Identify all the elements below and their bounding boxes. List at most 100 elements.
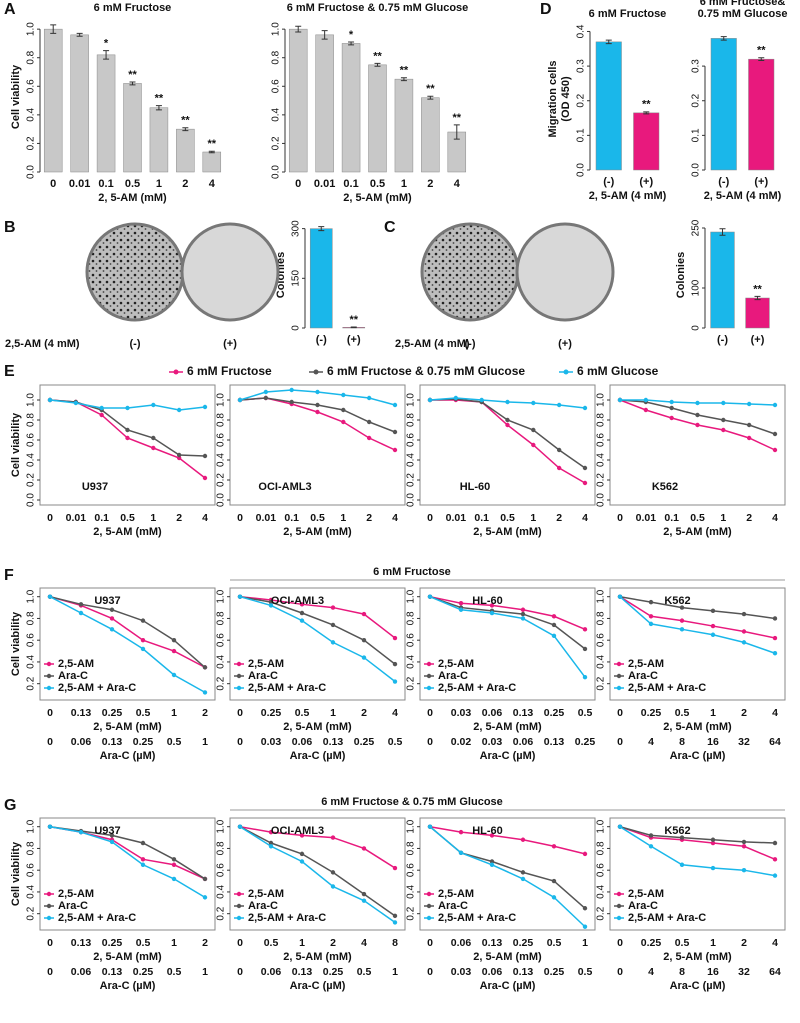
x-tick-label: (-) xyxy=(718,176,729,188)
point xyxy=(268,603,274,608)
point xyxy=(551,633,557,639)
panel-letter: F xyxy=(4,567,14,584)
point xyxy=(330,870,336,875)
y-tick-label: 0.4 xyxy=(406,655,417,669)
x2-tick-label: 0.5 xyxy=(578,966,593,978)
point xyxy=(489,603,495,608)
x2-tick-label: 32 xyxy=(738,966,750,978)
x2-tick-label: 0 xyxy=(617,736,623,748)
x2-tick-label: 8 xyxy=(679,966,685,978)
x-tick-label: 0.06 xyxy=(482,707,503,719)
x2-tick-label: 0.25 xyxy=(323,966,344,978)
legend-label: 2,5-AM + Ara-C xyxy=(628,912,706,924)
chart-title: 6 mM Fructose& xyxy=(700,0,786,8)
y-tick-label: 0.2 xyxy=(216,906,227,920)
legend-label: 2,5-AM + Ara-C xyxy=(628,682,706,694)
x-tick-label: 1 xyxy=(720,512,726,524)
point xyxy=(648,614,654,619)
x-tick-label: 1 xyxy=(299,937,305,949)
x2-tick-label: 0.5 xyxy=(167,736,182,748)
point xyxy=(505,399,510,405)
x-tick-label: 0.1 xyxy=(284,512,299,524)
x-tick-label: 0.5 xyxy=(500,512,515,524)
x-tick-label: 0 xyxy=(47,707,53,719)
series-line xyxy=(619,826,776,877)
y-tick-label: 0.2 xyxy=(596,906,607,920)
legend-label: 2,5-AM xyxy=(438,888,474,900)
x-tick-label: 4 xyxy=(582,512,588,524)
x-axis-label: 2, 5-AM (mM) xyxy=(473,951,542,963)
point xyxy=(140,646,146,652)
y-tick-label: 0.2 xyxy=(26,906,37,920)
y-tick-label: 0 xyxy=(691,325,702,331)
point xyxy=(556,402,562,408)
x2-tick-label: 0.25 xyxy=(354,736,375,748)
series-line xyxy=(239,595,396,665)
point xyxy=(531,427,536,433)
x2-tick-label: 8 xyxy=(679,736,685,748)
legend-marker xyxy=(236,891,242,897)
y-tick-label: 0.8 xyxy=(26,50,37,64)
x2-tick-label: 0.06 xyxy=(71,736,92,748)
point xyxy=(392,913,398,919)
x-tick-label: 1 xyxy=(171,707,177,719)
panel-letter: B xyxy=(4,219,16,236)
y-tick-label: 0.0 xyxy=(691,163,702,177)
y-tick-label: 1.0 xyxy=(406,589,417,603)
point xyxy=(47,594,53,599)
point xyxy=(695,422,700,428)
point xyxy=(176,452,182,458)
x-axis-label: 2, 5-AM (4 mM) xyxy=(704,190,782,202)
series-line xyxy=(430,399,586,484)
x-tick-label: 0.13 xyxy=(513,707,534,719)
point xyxy=(489,862,495,867)
x-axis-label: 2, 5-AM (mM) xyxy=(93,526,162,538)
point xyxy=(171,857,177,862)
point xyxy=(392,865,398,871)
point xyxy=(427,594,433,599)
x-tick-label: 1 xyxy=(330,707,336,719)
x-axis-label: 2, 5-AM (mM) xyxy=(283,721,352,733)
legend-label: 6 mM Glucose xyxy=(577,364,659,378)
y-axis-label: Cell viability xyxy=(10,64,22,129)
point xyxy=(679,835,685,840)
x-tick-label: 0.5 xyxy=(310,512,325,524)
x2-tick-label: 0.13 xyxy=(292,966,313,978)
cell-line: K562 xyxy=(664,595,690,607)
y-tick-label: 0.6 xyxy=(26,633,37,647)
x-tick-label: 0 xyxy=(47,937,53,949)
series-line xyxy=(239,826,396,924)
point xyxy=(392,679,398,684)
panel-letter: A xyxy=(4,1,16,18)
legend-marker xyxy=(426,685,432,691)
panel-letter: E xyxy=(4,363,15,380)
point xyxy=(268,599,274,605)
legend-marker xyxy=(426,891,432,897)
legend-label: Ara-C xyxy=(248,670,278,682)
legend-label: 2,5-AM xyxy=(58,658,94,670)
legend-label: 2,5-AM + Ara-C xyxy=(248,912,326,924)
y-tick-label: 0.4 xyxy=(271,107,282,121)
y-tick-label: 300 xyxy=(291,220,302,237)
legend-marker xyxy=(236,673,242,679)
y-tick-label: 1.0 xyxy=(26,393,37,407)
point xyxy=(741,611,747,617)
point xyxy=(582,851,588,857)
y-tick-label: 0.2 xyxy=(216,676,227,690)
x-tick-label: (+) xyxy=(751,334,765,346)
point xyxy=(746,422,752,428)
x-axis-label: 2, 5-AM (4 mM) xyxy=(589,190,667,202)
y-tick-label: 0.2 xyxy=(406,473,417,487)
y-tick-label: 1.0 xyxy=(406,819,417,833)
error-bar xyxy=(605,39,612,45)
x-tick-label: 0.5 xyxy=(120,512,135,524)
bar xyxy=(368,64,387,173)
point xyxy=(772,857,778,862)
plot-frame xyxy=(419,587,596,701)
y-tick-label: 0.0 xyxy=(26,165,37,179)
x-tick-label: 1 xyxy=(710,707,716,719)
series-line xyxy=(429,826,586,928)
y-tick-label: 0.2 xyxy=(26,473,37,487)
bar xyxy=(149,107,169,173)
y-tick-label: 0.6 xyxy=(216,633,227,647)
